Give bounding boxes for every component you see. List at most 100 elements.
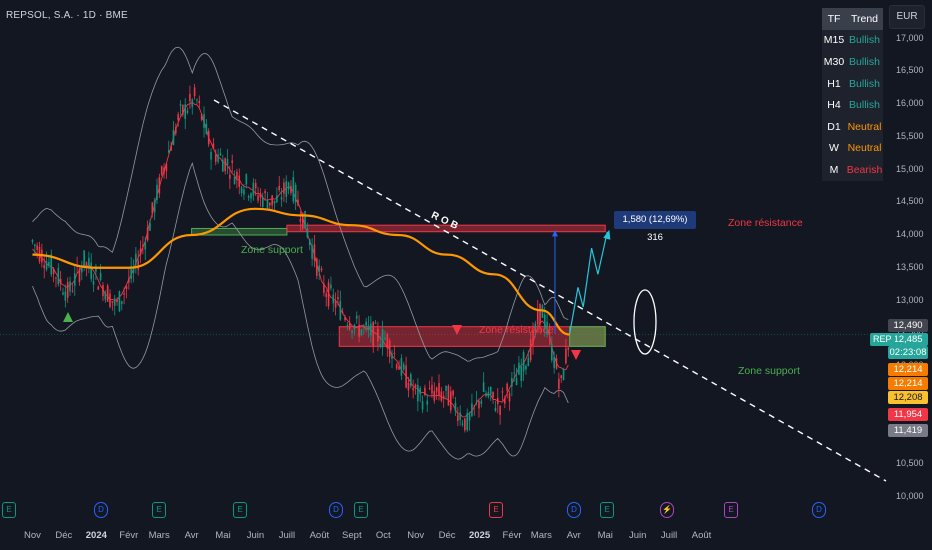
candle bbox=[88, 251, 90, 274]
candle bbox=[341, 307, 344, 315]
candle-body bbox=[332, 294, 335, 304]
candle-body bbox=[177, 114, 179, 121]
candle-body bbox=[478, 401, 480, 409]
candle bbox=[182, 104, 184, 118]
event-marker[interactable]: E bbox=[2, 502, 16, 518]
candle bbox=[308, 238, 311, 251]
candle bbox=[464, 418, 466, 433]
candle bbox=[229, 165, 231, 190]
candle-body bbox=[142, 245, 144, 247]
candle-body bbox=[55, 277, 57, 279]
event-marker[interactable]: ⚡ bbox=[660, 502, 674, 518]
candle-body bbox=[99, 272, 102, 281]
candle-body bbox=[233, 176, 236, 185]
trend-tf: M bbox=[829, 163, 839, 176]
trend-value: Bullish bbox=[849, 55, 880, 68]
candle-body bbox=[426, 400, 429, 405]
candle bbox=[276, 187, 278, 204]
candle bbox=[553, 351, 555, 374]
event-marker[interactable]: E bbox=[489, 502, 503, 518]
candle bbox=[344, 314, 346, 322]
trend-table-header: TF Trend bbox=[822, 8, 883, 30]
candle-body bbox=[31, 240, 34, 242]
event-marker[interactable]: E bbox=[233, 502, 247, 518]
event-marker[interactable]: D bbox=[812, 502, 826, 518]
candle-body bbox=[567, 347, 570, 350]
candle-body bbox=[135, 253, 137, 265]
candle bbox=[102, 282, 104, 302]
event-marker[interactable]: E bbox=[600, 502, 614, 518]
candle bbox=[360, 328, 363, 337]
candle bbox=[461, 419, 464, 427]
candle-body bbox=[485, 393, 487, 397]
candle-body bbox=[344, 317, 346, 321]
candle bbox=[294, 182, 297, 210]
candle-body bbox=[116, 300, 118, 302]
candle-body bbox=[421, 401, 424, 410]
candle bbox=[109, 289, 111, 309]
trend-tf: M30 bbox=[823, 55, 845, 68]
x-tick-label: Mars bbox=[148, 530, 170, 541]
candle bbox=[518, 355, 520, 376]
event-marker[interactable]: E bbox=[354, 502, 368, 518]
y-tick-label: 12,500 bbox=[896, 327, 924, 337]
candle-body bbox=[210, 152, 212, 160]
candle-body bbox=[118, 291, 121, 312]
candle bbox=[266, 192, 269, 210]
candle bbox=[433, 382, 436, 404]
candle bbox=[59, 271, 62, 291]
candle bbox=[426, 394, 429, 413]
candle bbox=[31, 238, 34, 245]
x-tick-label: Sept bbox=[342, 530, 362, 541]
candle bbox=[203, 106, 205, 138]
event-marker[interactable]: D bbox=[94, 502, 108, 518]
y-tick-label: 14,500 bbox=[896, 196, 924, 207]
event-marker[interactable]: E bbox=[152, 502, 166, 518]
candle bbox=[316, 257, 318, 280]
candle-body bbox=[191, 99, 194, 108]
candle bbox=[170, 141, 172, 151]
candle-body bbox=[301, 212, 304, 229]
zone-box bbox=[569, 326, 606, 347]
candle-body bbox=[471, 403, 473, 416]
y-tick-label: 15,500 bbox=[896, 130, 924, 141]
fast-ma-line bbox=[32, 101, 569, 418]
zone-resistance-label: Zone résistance bbox=[728, 217, 803, 229]
candle bbox=[313, 234, 316, 268]
candle-body bbox=[137, 260, 140, 270]
candle-body bbox=[179, 104, 182, 106]
candle-body bbox=[57, 268, 60, 285]
candle bbox=[417, 378, 419, 412]
projection-path bbox=[569, 231, 608, 335]
x-tick-label: 2024 bbox=[85, 530, 107, 541]
candle-body bbox=[323, 283, 325, 293]
candle bbox=[555, 354, 558, 370]
y-tick-label: 10,500 bbox=[896, 458, 924, 469]
candle-body bbox=[348, 323, 351, 330]
candle bbox=[210, 148, 212, 170]
projection-arrowhead bbox=[603, 229, 611, 240]
candle bbox=[468, 411, 471, 431]
candle bbox=[527, 350, 530, 367]
candle-body bbox=[78, 268, 81, 283]
candle-body bbox=[158, 177, 161, 194]
candle-body bbox=[217, 154, 219, 162]
candle-body bbox=[182, 105, 184, 115]
symbol-title[interactable]: REPSOL, S.A. · 1D · BME bbox=[6, 10, 128, 21]
event-marker[interactable]: D bbox=[567, 502, 581, 518]
candle bbox=[167, 140, 170, 154]
candle-body bbox=[506, 383, 508, 391]
candle-body bbox=[43, 265, 46, 269]
event-marker[interactable]: E bbox=[724, 502, 738, 518]
candle bbox=[499, 404, 501, 425]
event-marker[interactable]: D bbox=[329, 502, 343, 518]
candle-body bbox=[374, 322, 377, 324]
candle bbox=[224, 157, 226, 175]
currency-button[interactable]: EUR bbox=[889, 5, 925, 29]
candle-body bbox=[299, 218, 302, 222]
candle-body bbox=[487, 392, 490, 397]
candle-body bbox=[276, 195, 278, 203]
buy-arrow-marker bbox=[63, 312, 73, 322]
